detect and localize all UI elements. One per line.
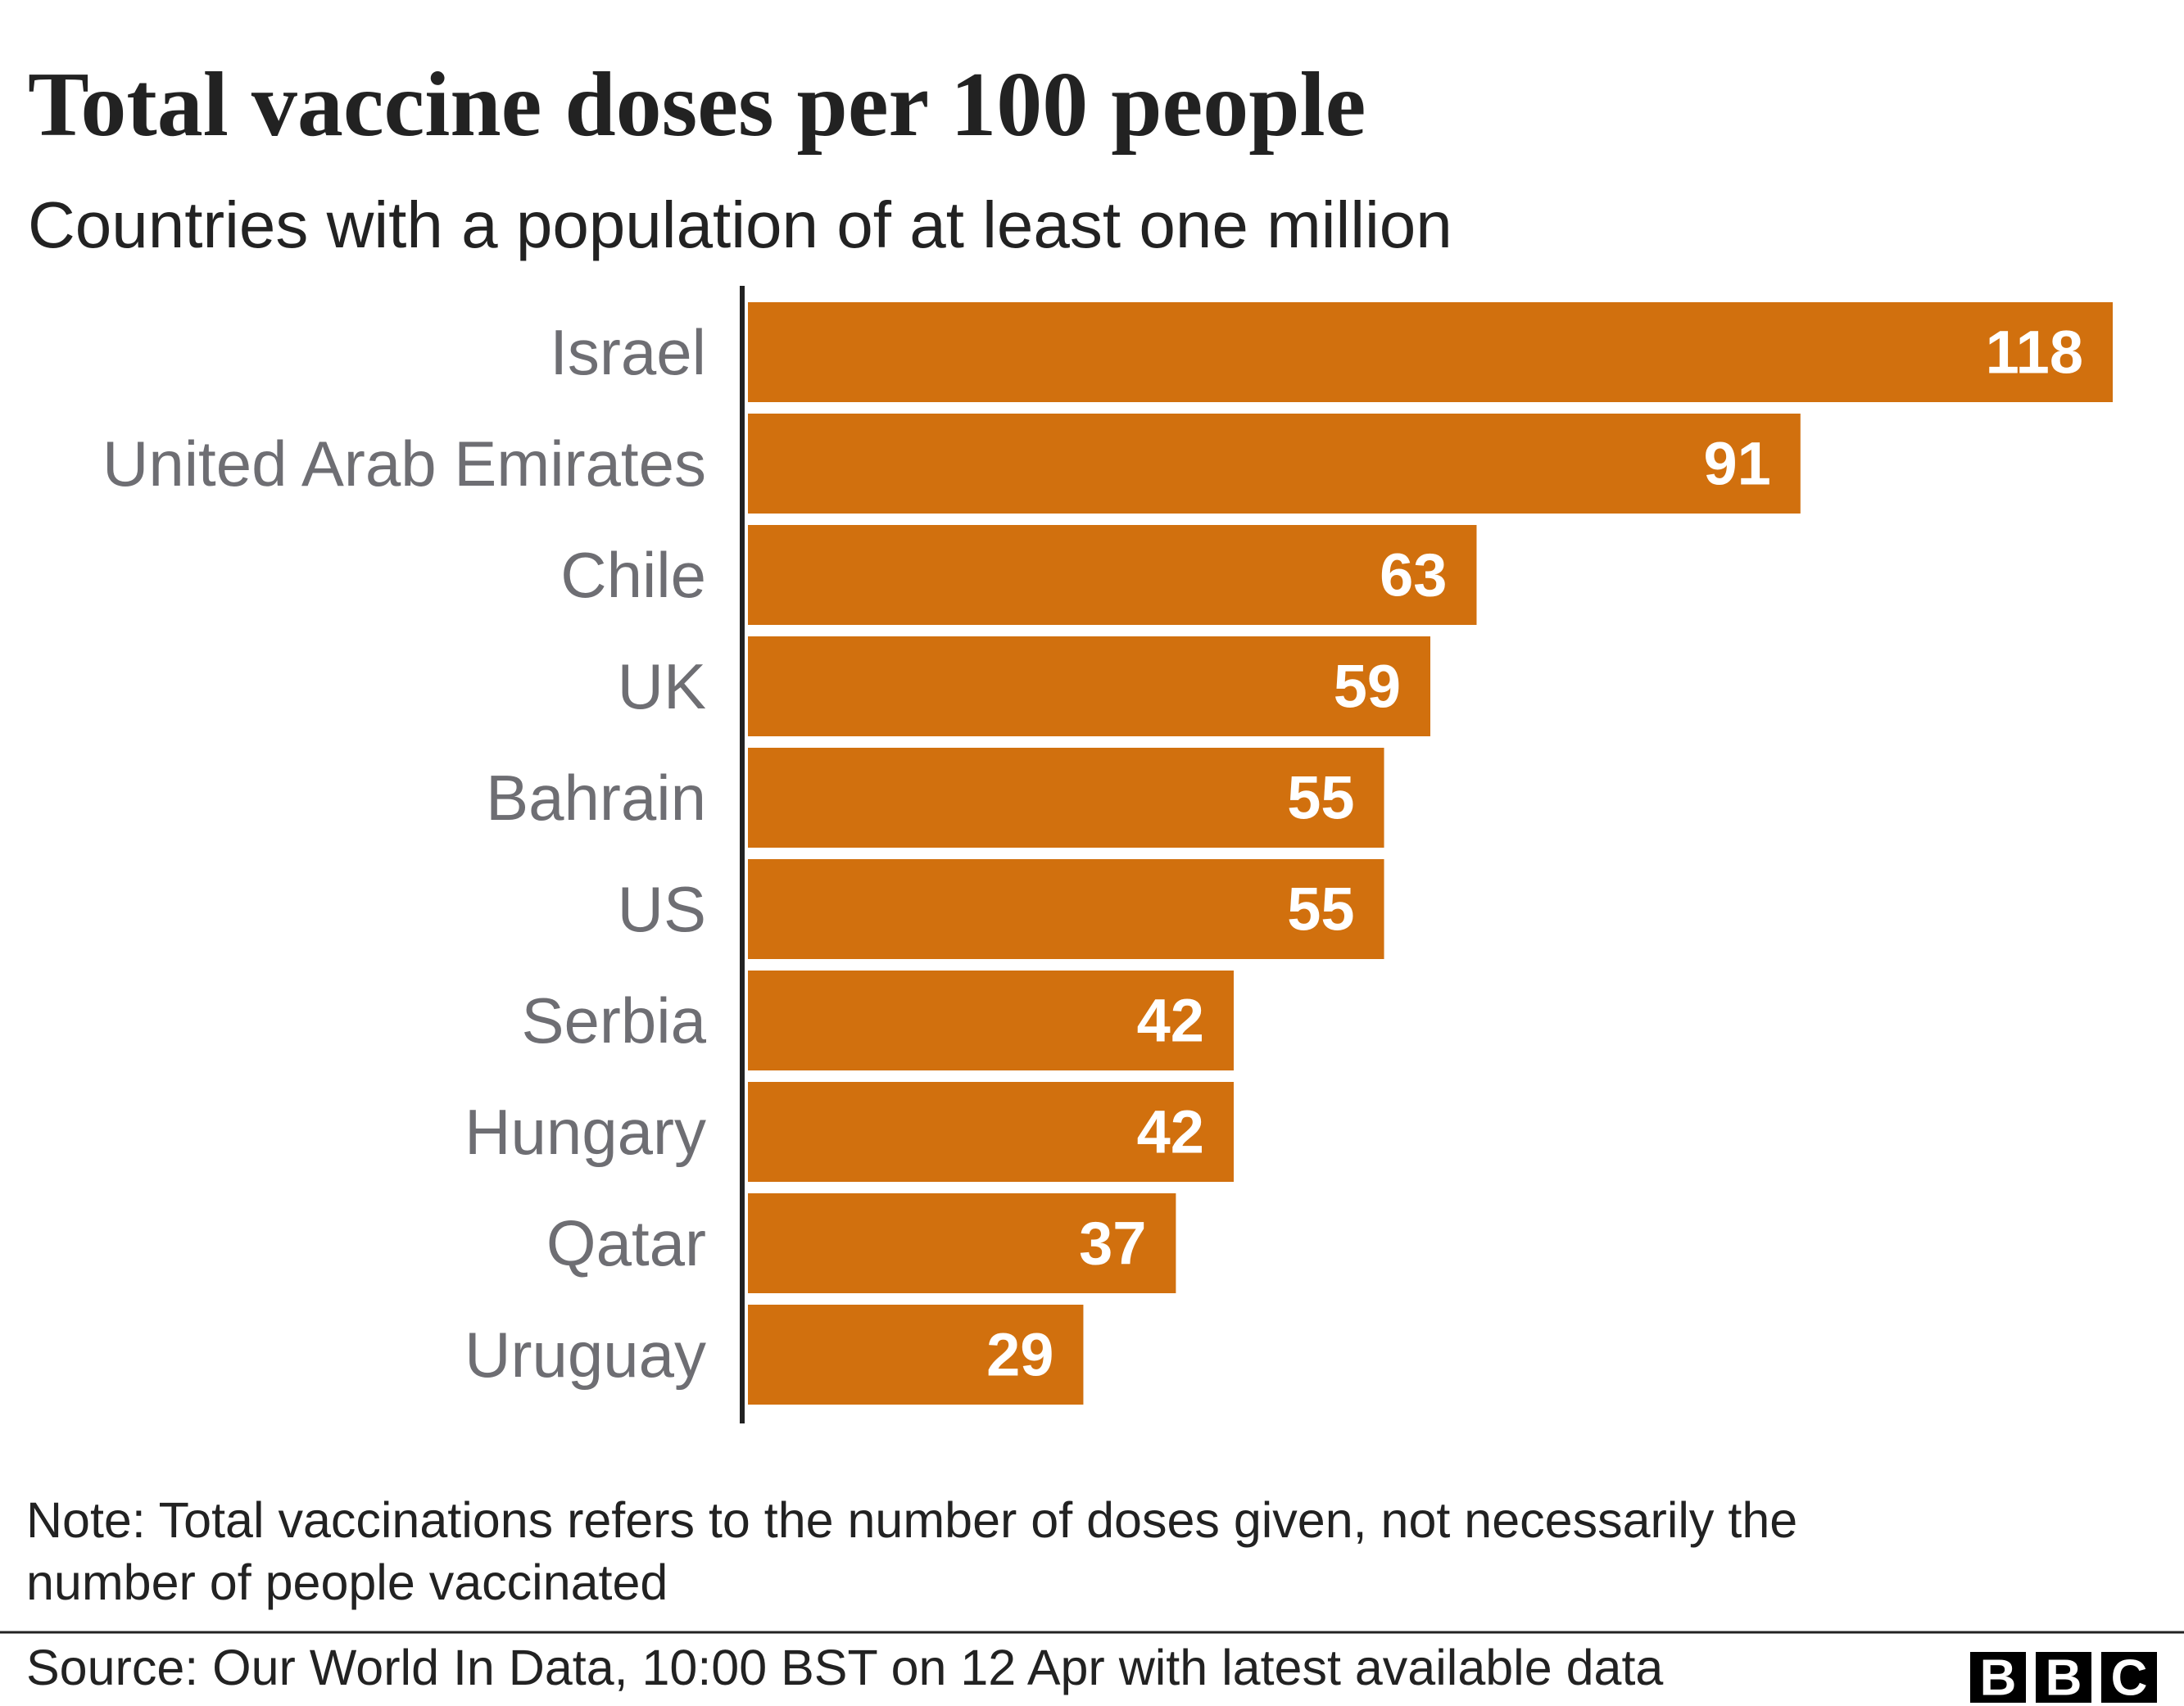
logo-letter: B <box>1980 1650 2017 1706</box>
logo-block <box>2036 1652 2091 1703</box>
chart-title: Total vaccine doses per 100 people <box>28 54 1366 156</box>
category-label: Israel <box>550 316 706 388</box>
category-label: Uruguay <box>464 1319 706 1391</box>
bar <box>748 636 1430 736</box>
bar <box>748 525 1477 625</box>
category-label: US <box>618 873 706 945</box>
value-label: 118 <box>1986 319 2083 387</box>
source: Source: Our World In Data, 10:00 BST on … <box>26 1640 1663 1695</box>
value-label: 55 <box>1287 764 1354 832</box>
value-label: 37 <box>1079 1210 1146 1278</box>
bar <box>748 414 1801 514</box>
value-label: 91 <box>1703 430 1770 498</box>
value-label: 29 <box>986 1321 1053 1389</box>
value-label: 42 <box>1137 1098 1204 1166</box>
logo-block <box>2101 1652 2157 1703</box>
category-label: Serbia <box>522 984 707 1057</box>
note: Note: Total vaccinations refers to the n… <box>26 1492 1798 1610</box>
value-label: 59 <box>1334 653 1401 721</box>
value-label: 42 <box>1137 987 1204 1055</box>
bar <box>748 1193 1176 1293</box>
logo-block <box>1970 1652 2026 1703</box>
value-label: 63 <box>1380 541 1447 609</box>
logo-letter: C <box>2111 1650 2148 1706</box>
bar <box>748 302 2113 402</box>
category-label: Bahrain <box>486 762 706 834</box>
chart-subtitle: Countries with a population of at least … <box>28 188 1452 261</box>
bar <box>748 1082 1234 1182</box>
logo-letter: B <box>2046 1650 2082 1706</box>
category-label: Chile <box>560 539 706 611</box>
category-label: Qatar <box>546 1207 706 1279</box>
bar <box>748 971 1234 1070</box>
value-label: 55 <box>1287 876 1354 944</box>
category-label: UK <box>618 650 706 722</box>
category-label: Hungary <box>464 1096 706 1168</box>
category-label: United Arab Emirates <box>102 428 706 500</box>
bar <box>748 1305 1084 1405</box>
bar <box>748 859 1384 959</box>
bar <box>748 748 1384 848</box>
